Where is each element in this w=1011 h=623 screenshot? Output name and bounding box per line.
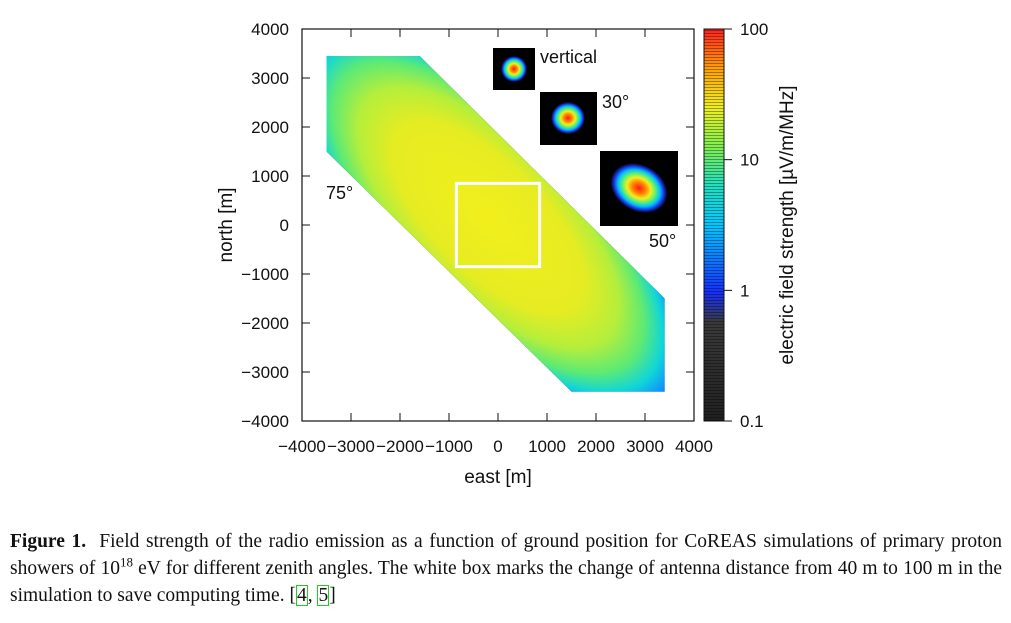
- x-tick-label: 0: [493, 437, 502, 456]
- caption-ref-sep: ,: [307, 585, 318, 606]
- field-strength-figure: −4000 −3000 −2000 −1000 0 1000 2000 3000 4000 40…: [216, 20, 798, 488]
- y-tick-label: 1000: [251, 167, 289, 186]
- colorbar-tick-label: 1: [740, 281, 749, 300]
- x-axis-ticks: −4000 −3000 −2000 −1000 0 1000 2000 3000 4000: [278, 29, 713, 456]
- x-tick-label: 3000: [626, 437, 664, 456]
- x-tick-label: 1000: [528, 437, 566, 456]
- x-tick-label: −3000: [327, 437, 375, 456]
- inset-label-30: 30°: [602, 92, 629, 112]
- colorbar-tick-label: 100: [740, 20, 768, 39]
- inset-30: 30°: [540, 92, 629, 145]
- colorbar-tick-label: 0.1: [740, 412, 764, 431]
- caption-exponent: 18: [119, 554, 133, 570]
- caption-figure-label: Figure 1.: [10, 531, 87, 552]
- footprint-field-ellipse: [326, 55, 665, 392]
- colorbar-title: electric field strength [µV/m/MHz]: [777, 85, 798, 364]
- inset-label-vertical: vertical: [540, 47, 597, 67]
- citation-link-4[interactable]: 4: [295, 585, 308, 606]
- inset-label-50: 50°: [649, 231, 676, 251]
- x-tick-label: −4000: [278, 437, 326, 456]
- x-tick-label: 4000: [675, 437, 713, 456]
- inset-50: 50°: [600, 151, 678, 251]
- colorbar: 100 10 1 0.1 electric field strength [µV/m/…: [703, 20, 798, 431]
- y-tick-label: −3000: [241, 363, 289, 382]
- citation-link-5[interactable]: 5: [317, 585, 330, 606]
- y-tick-label: −4000: [241, 412, 289, 431]
- caption-text-end: ]: [329, 585, 336, 606]
- y-tick-label: 4000: [251, 20, 289, 39]
- footprint-label-75: 75°: [326, 183, 353, 203]
- y-tick-label: 0: [280, 216, 289, 235]
- colorbar-ticks: 100 10 1 0.1: [724, 20, 768, 431]
- x-axis-title: east [m]: [464, 467, 532, 488]
- heatmap-plot: −4000 −3000 −2000 −1000 0 1000 2000 3000 4000 40…: [241, 20, 713, 456]
- caption-text-1: Field strength of the radio emission as …: [10, 531, 1003, 579]
- x-tick-label: −2000: [376, 437, 424, 456]
- colorbar-tick-label: 10: [740, 151, 759, 170]
- x-tick-label: −1000: [425, 437, 473, 456]
- y-tick-label: −2000: [241, 314, 289, 333]
- figure-caption: Figure 1. Field strength of the radio em…: [10, 528, 1002, 609]
- x-tick-label: 2000: [577, 437, 615, 456]
- y-tick-label: 3000: [251, 69, 289, 88]
- y-tick-label: 2000: [251, 118, 289, 137]
- y-axis-ticks: 4000 3000 2000 1000 0 −1000 −2000 −3000 −4000: [241, 20, 694, 431]
- caption-text-2: eV for different zenith angles. The whit…: [10, 558, 1002, 606]
- y-axis-title: north [m]: [216, 188, 237, 263]
- antenna-spacing-box: [454, 181, 542, 269]
- y-tick-label: −1000: [241, 265, 289, 284]
- inset-vertical: vertical: [493, 47, 597, 90]
